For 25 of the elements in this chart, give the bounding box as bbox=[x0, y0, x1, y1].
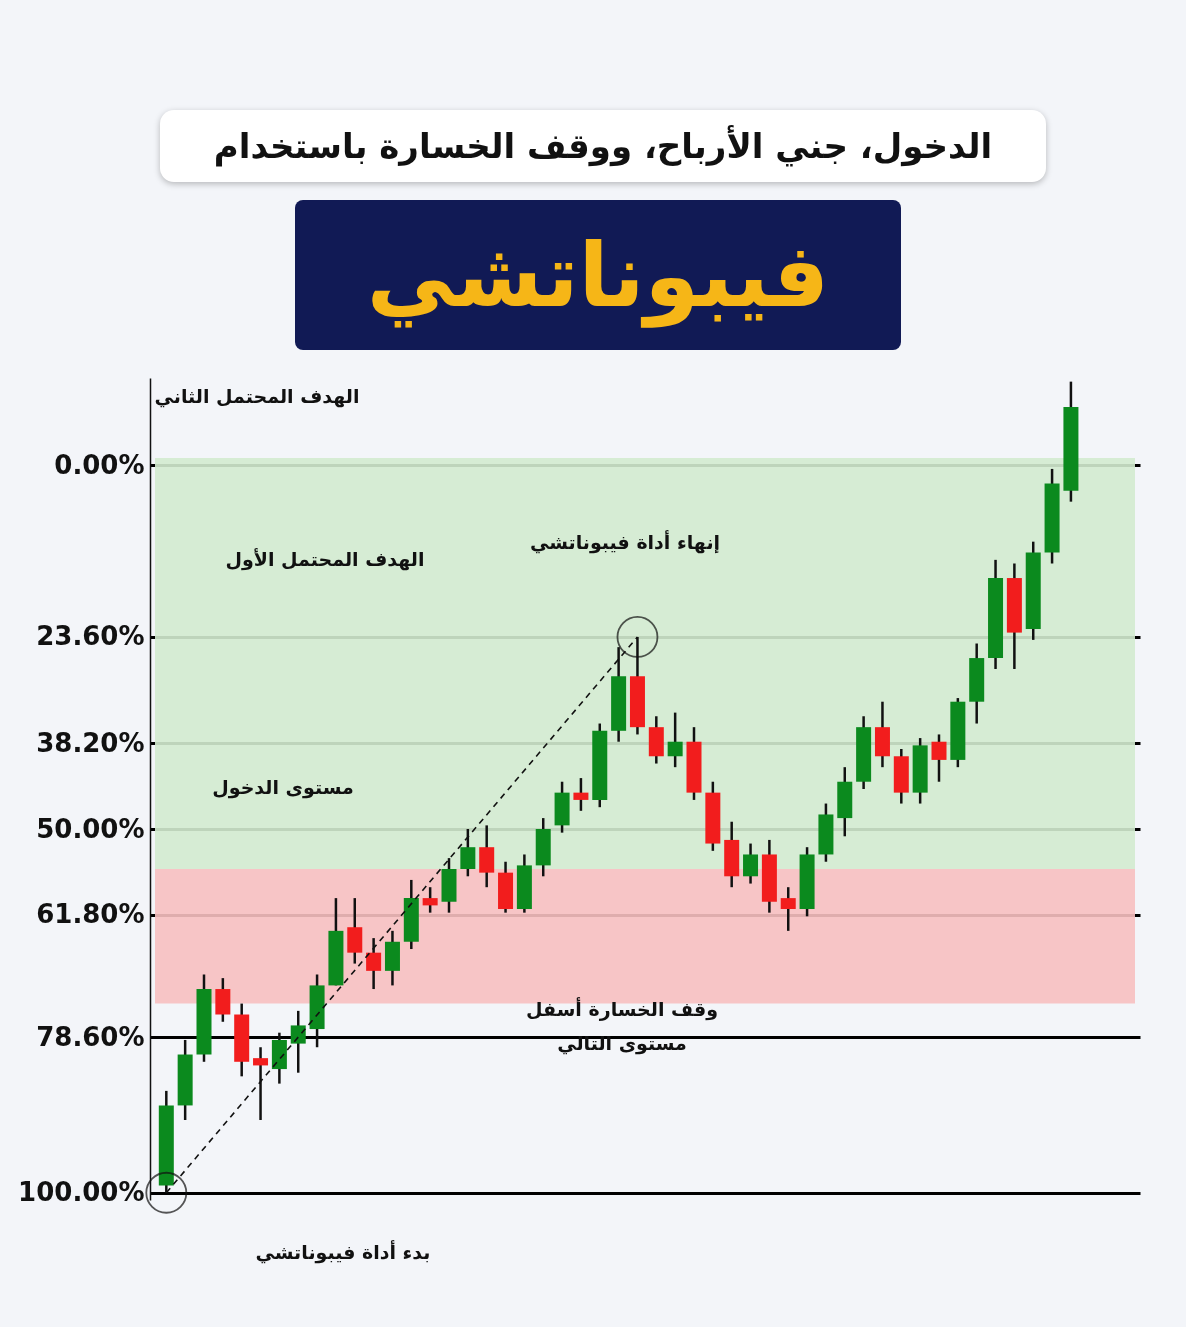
annotation: الهدف المحتمل الثاني bbox=[154, 385, 360, 408]
candlestick bbox=[743, 842, 759, 885]
candlestick bbox=[290, 1009, 306, 1074]
annotation: الهدف المحتمل الأول bbox=[225, 548, 425, 571]
candlestick bbox=[422, 885, 438, 914]
candlestick bbox=[573, 776, 589, 813]
candlestick bbox=[667, 711, 683, 769]
annotation: مستوى الدخول bbox=[212, 776, 354, 799]
y-tick-label: 100.00% bbox=[18, 1177, 145, 1208]
chart-subtitle: فيبوناتشي bbox=[295, 200, 901, 350]
y-tick-label: 50.00% bbox=[36, 813, 145, 844]
chart-title: الدخول، جني الأرباح، ووقف الخسارة باستخدام bbox=[160, 110, 1046, 182]
candlestick bbox=[780, 885, 796, 933]
candlestick bbox=[253, 1045, 269, 1122]
text: بدء أداة فيبوناتشي bbox=[255, 1240, 431, 1264]
candlestick bbox=[366, 936, 382, 991]
y-tick-label: 78.60% bbox=[36, 1021, 145, 1052]
y-tick-label: 38.20% bbox=[36, 727, 145, 758]
candlestick bbox=[931, 733, 947, 783]
annotation: وقف الخسارة أسفل مستوى التالي bbox=[526, 997, 718, 1055]
y-tick-label: 0.00% bbox=[54, 449, 145, 480]
y-tick-label: 61.80% bbox=[36, 899, 145, 930]
candlestick bbox=[460, 827, 476, 878]
annotation: إنهاء أداة فيبوناتشي bbox=[529, 530, 721, 554]
y-tick-label: 23.60% bbox=[36, 621, 145, 652]
